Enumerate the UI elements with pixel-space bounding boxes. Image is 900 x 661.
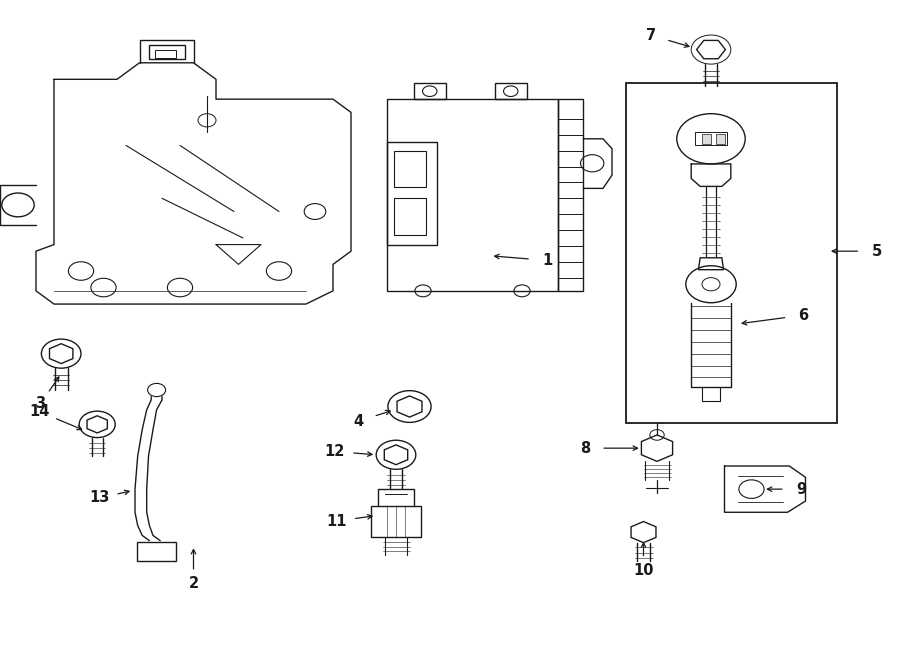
Text: 2: 2 bbox=[188, 576, 199, 591]
Text: 12: 12 bbox=[325, 444, 345, 459]
Polygon shape bbox=[698, 258, 724, 270]
Bar bbox=[387, 142, 436, 245]
Bar bbox=[155, 50, 176, 58]
Text: 13: 13 bbox=[89, 490, 110, 506]
Text: 14: 14 bbox=[30, 405, 50, 419]
Bar bbox=[558, 99, 583, 291]
Bar bbox=[695, 132, 727, 145]
Bar bbox=[414, 83, 446, 99]
Text: 10: 10 bbox=[634, 563, 653, 578]
Text: 8: 8 bbox=[580, 441, 590, 455]
Text: 5: 5 bbox=[871, 244, 882, 258]
Text: 3: 3 bbox=[35, 397, 46, 411]
Bar bbox=[394, 151, 426, 187]
Text: 4: 4 bbox=[354, 414, 364, 429]
Bar bbox=[716, 134, 724, 144]
Bar bbox=[495, 83, 526, 99]
Text: 9: 9 bbox=[796, 482, 806, 496]
Text: 6: 6 bbox=[798, 307, 808, 323]
Bar bbox=[702, 134, 711, 144]
Bar bbox=[626, 83, 837, 423]
Bar bbox=[137, 542, 176, 561]
Text: 11: 11 bbox=[327, 514, 347, 529]
Bar bbox=[148, 45, 184, 59]
Bar bbox=[387, 99, 558, 291]
Text: 7: 7 bbox=[646, 28, 656, 43]
Text: 1: 1 bbox=[542, 253, 553, 268]
Bar bbox=[371, 506, 421, 537]
Bar bbox=[394, 198, 426, 235]
